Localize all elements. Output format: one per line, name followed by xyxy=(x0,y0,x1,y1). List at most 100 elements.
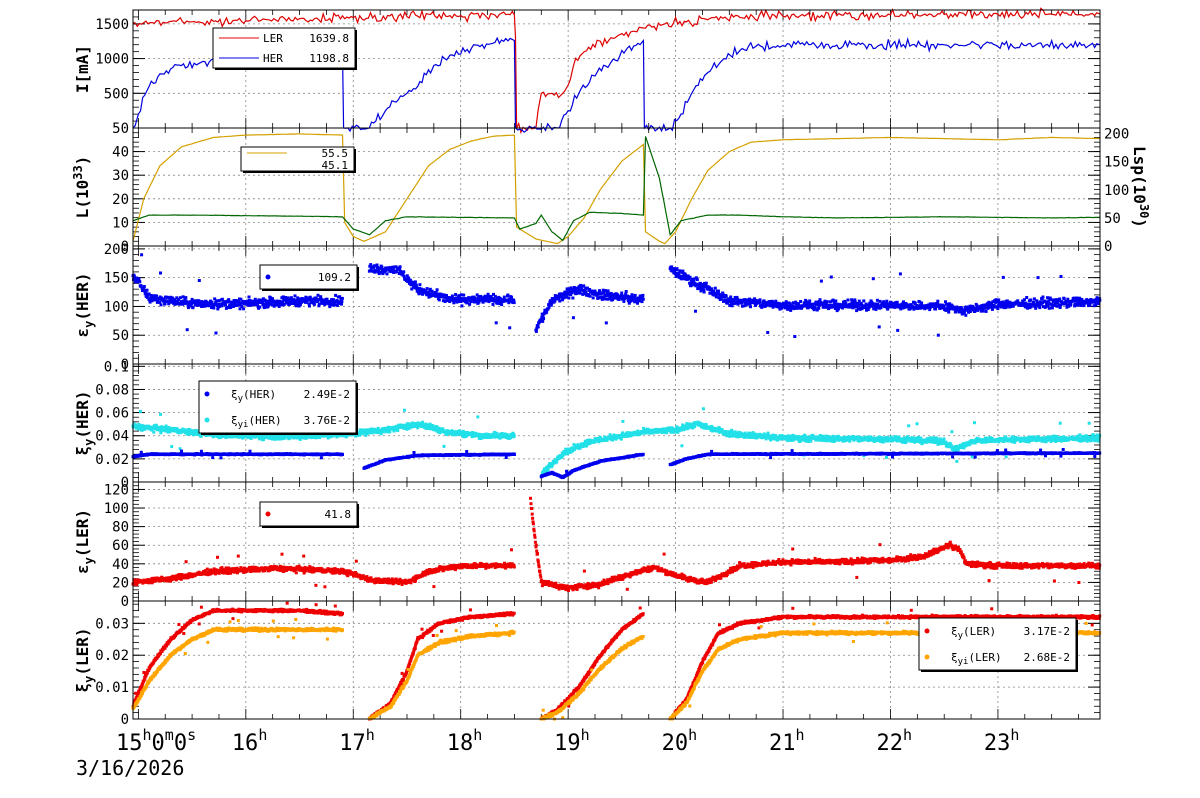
data-point xyxy=(262,304,266,308)
data-point xyxy=(960,306,964,310)
data-point xyxy=(584,290,588,294)
data-point xyxy=(920,301,924,305)
ytick-label: 0 xyxy=(121,239,129,255)
data-point xyxy=(1057,299,1061,303)
data-point xyxy=(1046,304,1050,308)
data-point xyxy=(307,435,311,439)
data-point xyxy=(376,268,380,272)
data-point xyxy=(1078,296,1081,300)
data-point xyxy=(1059,275,1063,278)
legend-value: 55.5 xyxy=(322,147,349,160)
data-point xyxy=(456,297,460,301)
data-point xyxy=(958,308,962,312)
data-point xyxy=(512,434,516,438)
data-point xyxy=(614,437,618,441)
data-point xyxy=(231,435,235,439)
data-point xyxy=(929,305,933,309)
data-point xyxy=(509,435,513,439)
legend-box xyxy=(212,27,356,69)
data-point xyxy=(721,292,725,296)
data-point xyxy=(694,309,697,313)
data-point xyxy=(979,309,983,313)
data-point xyxy=(1002,440,1006,443)
data-point xyxy=(365,432,369,436)
data-point xyxy=(843,435,847,439)
data-point xyxy=(987,302,991,306)
data-point xyxy=(214,331,218,335)
data-point xyxy=(602,291,606,295)
data-point xyxy=(967,310,970,314)
data-point xyxy=(1029,305,1033,309)
data-point xyxy=(758,300,762,304)
data-point xyxy=(191,306,195,310)
data-point xyxy=(425,287,429,291)
ytick-label: 150 xyxy=(104,271,129,287)
data-point xyxy=(465,301,469,305)
data-point xyxy=(601,288,605,292)
data-point xyxy=(333,303,337,307)
data-point xyxy=(681,269,685,273)
data-point xyxy=(455,300,459,304)
data-point xyxy=(463,431,467,434)
data-point xyxy=(152,430,156,434)
data-point xyxy=(335,303,339,307)
data-point xyxy=(421,292,425,296)
data-point xyxy=(140,253,144,257)
data-point xyxy=(902,300,905,304)
data-point xyxy=(964,313,968,317)
data-point xyxy=(990,307,994,311)
data-point xyxy=(462,293,466,297)
data-point xyxy=(1000,304,1004,308)
data-point xyxy=(476,415,480,419)
data-point xyxy=(548,299,552,303)
data-point xyxy=(1041,301,1044,305)
data-point xyxy=(273,300,277,304)
data-point xyxy=(633,300,637,304)
data-point xyxy=(145,288,149,292)
data-point xyxy=(135,276,139,280)
data-point xyxy=(293,294,297,298)
data-point xyxy=(1009,305,1012,309)
data-point xyxy=(704,422,708,426)
data-point xyxy=(324,301,328,305)
data-point xyxy=(774,434,778,437)
data-point xyxy=(1026,306,1030,310)
data-point xyxy=(416,288,420,292)
data-point xyxy=(159,296,163,300)
data-point xyxy=(824,300,827,304)
data-point xyxy=(889,435,893,439)
data-point xyxy=(745,301,748,304)
data-point xyxy=(918,300,922,304)
data-point xyxy=(876,302,880,306)
data-point xyxy=(1092,304,1096,308)
data-point xyxy=(229,305,233,309)
data-point xyxy=(280,303,284,307)
data-point xyxy=(791,301,795,305)
data-point xyxy=(499,435,503,439)
data-point xyxy=(150,294,153,297)
data-point xyxy=(1082,304,1086,308)
data-point xyxy=(553,299,557,303)
data-point xyxy=(815,301,819,304)
data-point xyxy=(1036,276,1040,280)
data-point xyxy=(1067,304,1071,308)
data-point xyxy=(578,291,582,295)
data-point xyxy=(746,435,750,439)
data-point xyxy=(819,279,823,283)
data-point xyxy=(674,275,678,278)
data-point xyxy=(893,305,897,309)
data-point xyxy=(475,293,479,297)
data-point xyxy=(413,282,416,286)
data-point xyxy=(1029,298,1033,302)
data-point xyxy=(690,281,694,285)
data-point xyxy=(607,292,611,296)
data-point xyxy=(677,272,681,276)
data-point xyxy=(1078,302,1082,306)
data-point xyxy=(330,301,334,305)
data-point xyxy=(486,292,490,296)
data-point xyxy=(571,316,575,320)
data-point xyxy=(565,295,569,299)
data-point xyxy=(484,299,488,303)
data-point xyxy=(1069,302,1073,306)
data-point xyxy=(720,428,724,432)
